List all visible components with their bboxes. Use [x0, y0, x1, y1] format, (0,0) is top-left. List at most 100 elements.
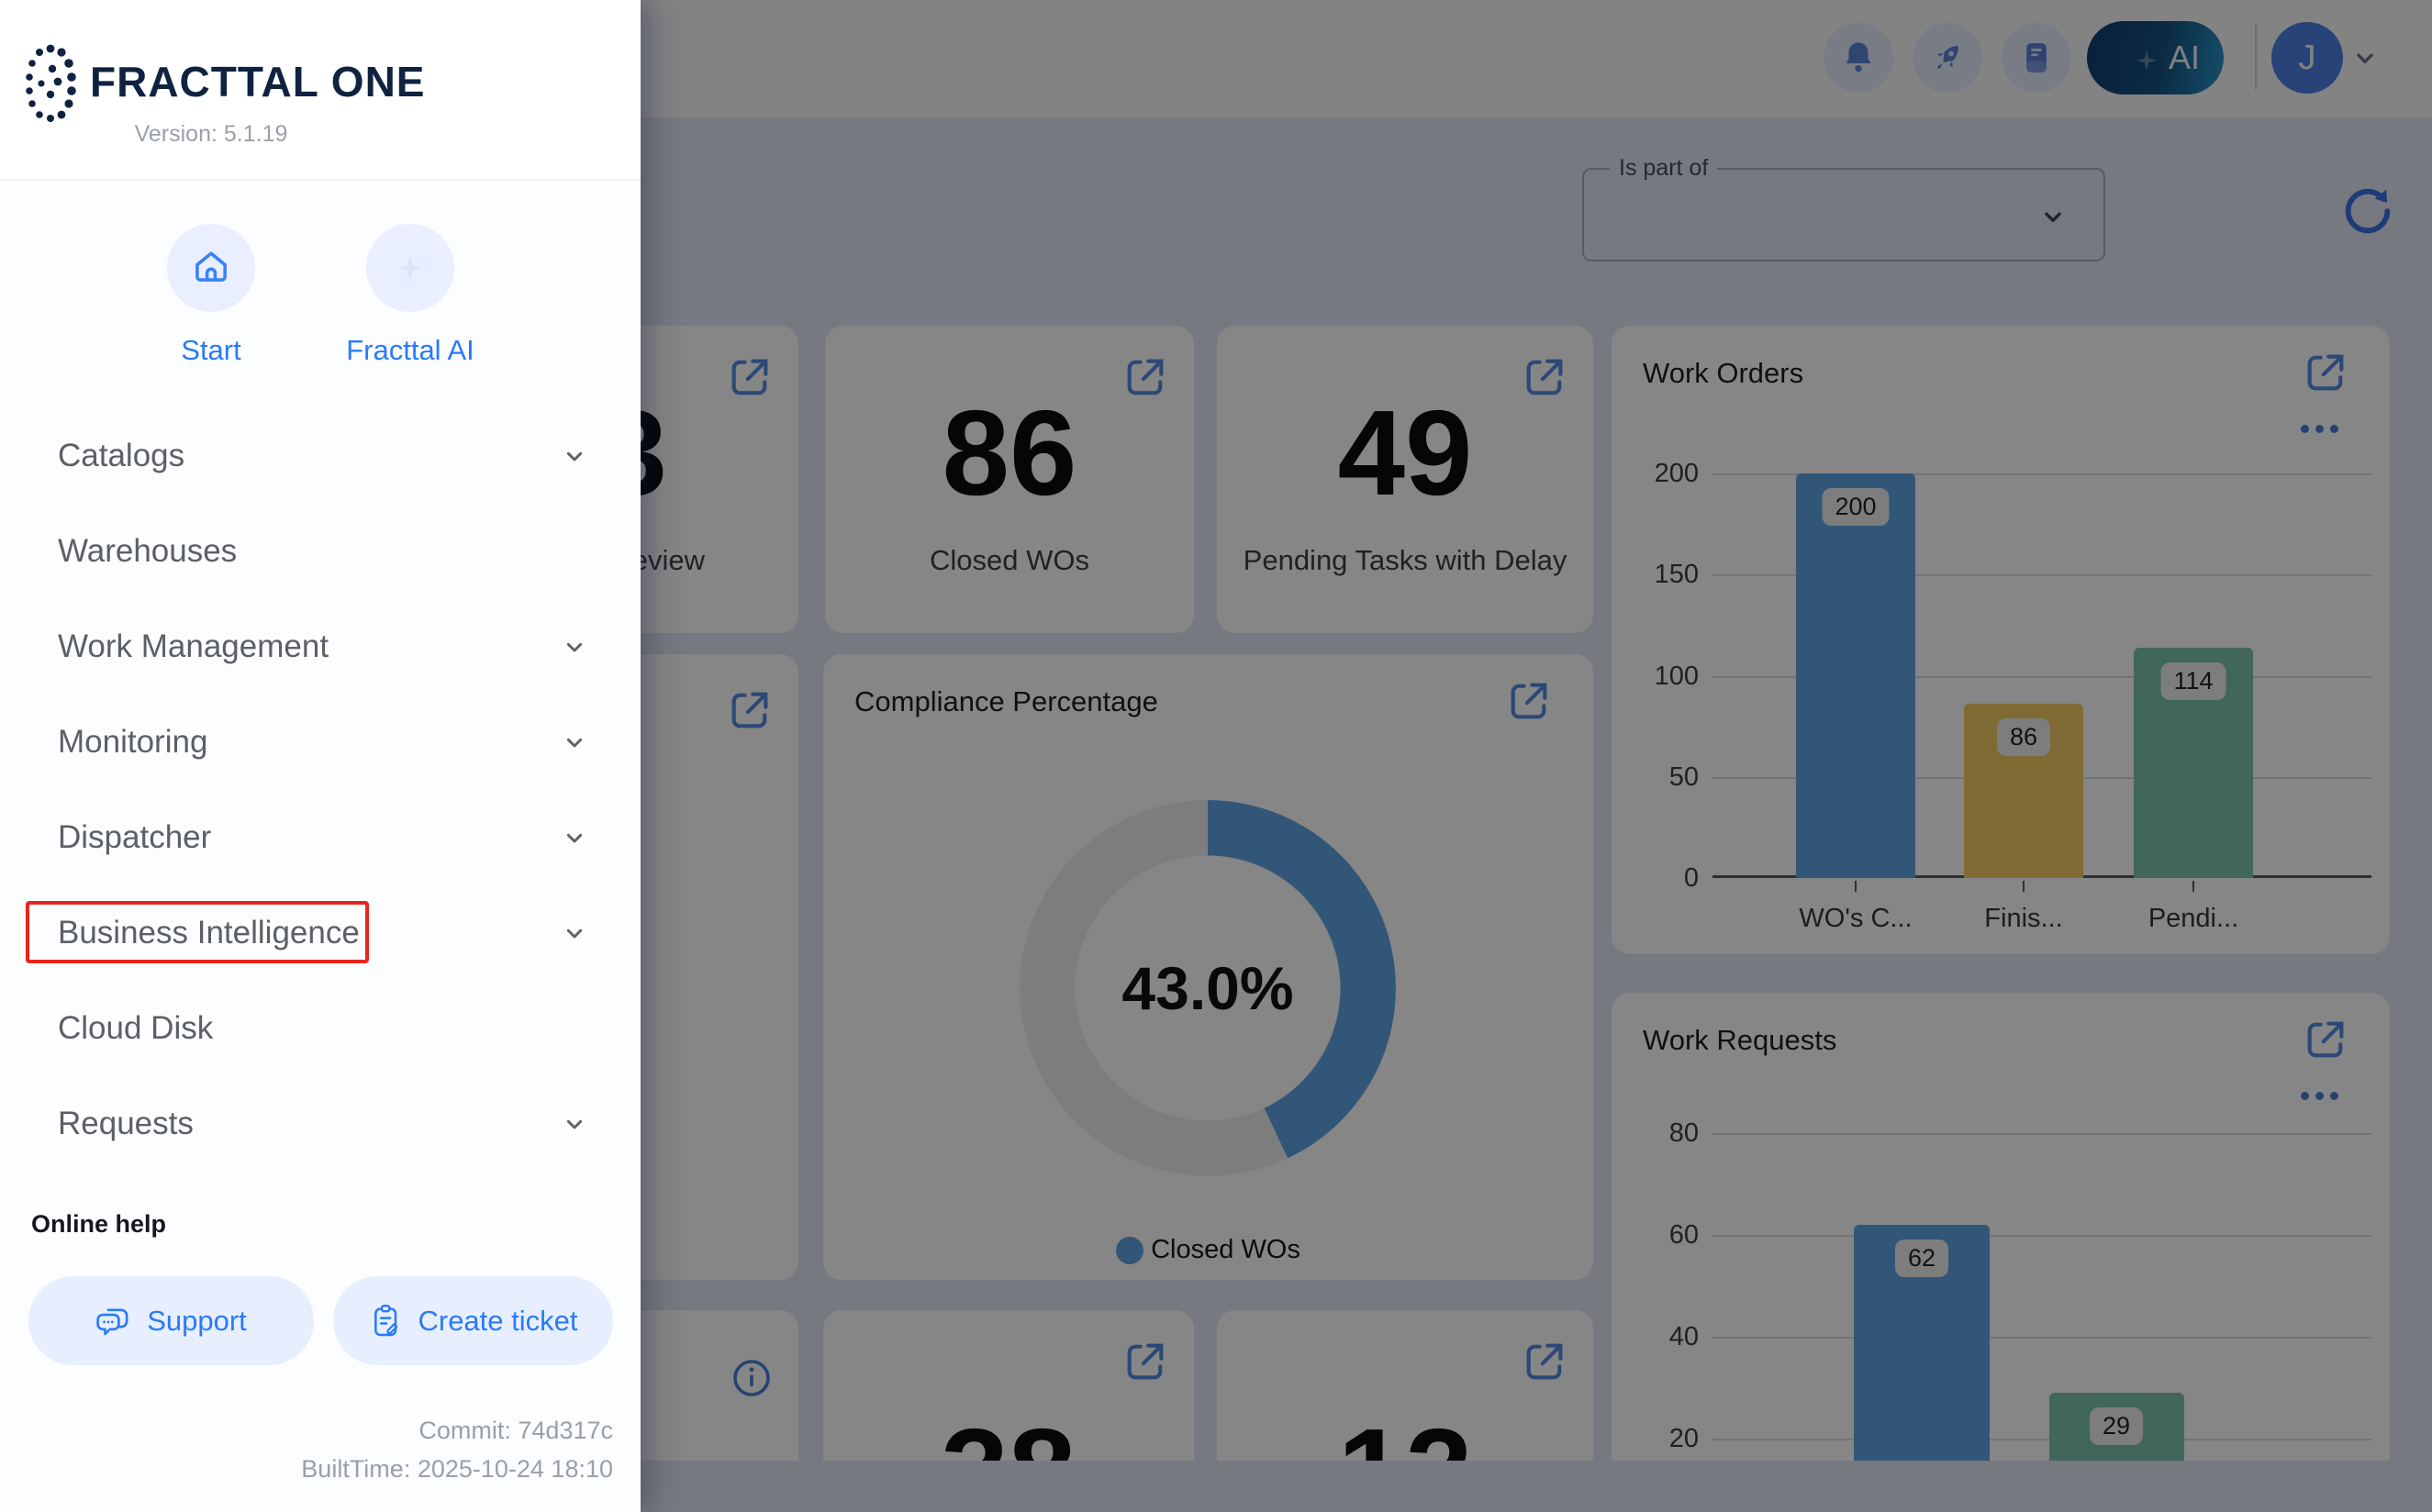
external-link-icon[interactable] [2302, 1016, 2349, 1063]
start-label: Start [181, 334, 241, 366]
navigation-drawer: FRACTTAL ONE Version: 5.1.19 Start [0, 0, 641, 1512]
create-ticket-label: Create ticket [418, 1304, 578, 1337]
compliance-percent-value: 43.0% [1121, 954, 1294, 1022]
bar-value-label: 29 [2089, 1407, 2144, 1446]
rocket-icon [1937, 45, 1958, 69]
y-axis-tick-label: 200 [1654, 459, 1699, 488]
avatar-initial: J [2298, 38, 2316, 77]
external-link-icon[interactable] [1505, 677, 1553, 725]
sidebar-item-work-management[interactable]: Work Management [0, 599, 641, 695]
sparkle-icon [2136, 50, 2157, 71]
x-axis-label: Finis... [1984, 904, 2063, 933]
kpi-card-bottom-mid: 38 [823, 1310, 1194, 1461]
ai-sparkle-icon [396, 254, 424, 282]
sidebar-item-warehouses[interactable]: Warehouses [0, 504, 641, 599]
chevron-down-icon [566, 738, 583, 748]
external-link-icon[interactable] [1121, 1338, 1169, 1385]
sidebar-item-label: Catalogs [58, 438, 185, 473]
support-button[interactable]: Support [28, 1276, 314, 1365]
kpi-value: 12 [1217, 1407, 1593, 1461]
sidebar-item-dispatcher[interactable]: Dispatcher [0, 790, 641, 885]
bar-0[interactable] [1796, 473, 1915, 878]
docs-button[interactable] [2002, 23, 2071, 93]
online-help-label: Online help [31, 1210, 167, 1238]
sidebar-item-label: Dispatcher [58, 819, 212, 855]
home-icon [195, 251, 227, 282]
kpi-card-bottom-right: 12 [1217, 1310, 1593, 1461]
y-axis-tick-label: 100 [1654, 661, 1699, 691]
sidebar-menu: Catalogs Warehouses Work Management Monitor… [0, 408, 641, 1172]
fracttal-logo-icon [26, 44, 76, 122]
chart-title: Work Orders [1643, 357, 1804, 389]
chart-options-menu[interactable] [2301, 1092, 2338, 1100]
external-link-icon[interactable] [726, 686, 774, 734]
sidebar-item-requests[interactable]: Requests [0, 1076, 641, 1172]
sidebar-shortcut-fracttal-ai[interactable]: Fracttal AI [332, 224, 488, 367]
sidebar-item-cloud-disk[interactable]: Cloud Disk [0, 981, 641, 1076]
chevron-down-icon [566, 928, 583, 939]
is-part-of-select[interactable]: Is part of [1582, 155, 2105, 261]
sidebar-header: FRACTTAL ONE Version: 5.1.19 [0, 0, 641, 181]
gridline [1712, 1337, 2371, 1339]
compliance-percentage-card: Compliance Percentage 43.0% Closed WOs [823, 654, 1593, 1280]
external-link-icon[interactable] [1521, 1338, 1568, 1385]
sidebar-item-label: Monitoring [58, 724, 208, 760]
fracttal-ai-button-circle [366, 224, 454, 312]
bar-plot-area: 0 50 100 150 200 200 WO's C... 86 Finis... 114 Pen… [1655, 459, 2371, 933]
chevron-down-icon [566, 642, 583, 652]
sidebar-shortcut-start[interactable]: Start [133, 224, 289, 367]
notifications-button[interactable] [1824, 23, 1893, 93]
gridline [1712, 574, 2371, 577]
kpi-label: eview [631, 544, 705, 576]
select-chevron-icon [2045, 212, 2061, 222]
y-axis-tick-label: 40 [1668, 1322, 1699, 1351]
sidebar-item-business-intelligence[interactable]: Business Intelligence [0, 885, 641, 981]
info-icon[interactable] [730, 1356, 774, 1400]
bar-value-label: 114 [2160, 662, 2226, 700]
user-avatar[interactable]: J [2271, 22, 2343, 94]
fracttal-ai-pill-button[interactable]: AI [2087, 21, 2224, 94]
y-axis-tick-label: 150 [1654, 560, 1699, 590]
chart-legend[interactable]: Closed WOs [823, 1235, 1593, 1265]
sidebar-item-monitoring[interactable]: Monitoring [0, 695, 641, 790]
refresh-button[interactable] [2338, 182, 2397, 240]
kpi-value: 38 [823, 1407, 1194, 1461]
x-axis-label: WO's C... [1799, 904, 1913, 933]
create-ticket-icon [374, 1304, 398, 1336]
x-axis-label: Pendi... [2148, 904, 2239, 933]
support-chat-icon [96, 1307, 128, 1335]
y-axis-tick-label: 0 [1683, 863, 1699, 893]
brand: FRACTTAL ONE [24, 40, 426, 123]
fracttal-ai-label: Fracttal AI [346, 334, 474, 366]
account-menu-chevron-icon[interactable] [2349, 42, 2381, 73]
sidebar-item-label: Business Intelligence [58, 915, 360, 951]
x-axis-tick [1855, 881, 1857, 892]
external-link-icon[interactable] [1121, 353, 1169, 401]
sidebar-item-catalogs[interactable]: Catalogs [0, 408, 641, 504]
chevron-down-icon [566, 1119, 583, 1129]
topbar-divider [2255, 24, 2257, 90]
y-axis-tick-label: 20 [1668, 1424, 1699, 1453]
built-time-label: BuiltTime: 2025-10-24 18:10 [301, 1454, 613, 1483]
build-info: Commit: 74d317c BuiltTime: 2025-10-24 18… [301, 1412, 613, 1489]
is-part-of-label: Is part of [1610, 155, 1718, 182]
create-ticket-button[interactable]: Create ticket [333, 1276, 613, 1365]
external-link-icon[interactable] [1521, 353, 1568, 401]
start-button-circle [167, 224, 255, 312]
chart-options-menu[interactable] [2301, 425, 2338, 433]
whats-new-button[interactable] [1913, 23, 1982, 93]
external-link-icon[interactable] [726, 353, 774, 401]
x-axis-tick [2192, 881, 2194, 892]
gridline [1712, 1439, 2371, 1440]
chart-title: Compliance Percentage [854, 685, 1158, 717]
kpi-label: Closed WOs [930, 544, 1089, 576]
kpi-value: 86 [942, 385, 1077, 520]
work-orders-card: Work Orders 0 50 100 150 200 200 WO's C... 86 Fi… [1612, 326, 2390, 954]
ai-pill-label: AI [2168, 39, 2200, 76]
version-label: Version: 5.1.19 [134, 121, 288, 147]
gridline [1712, 1235, 2371, 1237]
sidebar-item-label: Warehouses [58, 533, 238, 569]
y-axis-tick-label: 80 [1668, 1118, 1699, 1148]
external-link-icon[interactable] [2302, 349, 2349, 396]
